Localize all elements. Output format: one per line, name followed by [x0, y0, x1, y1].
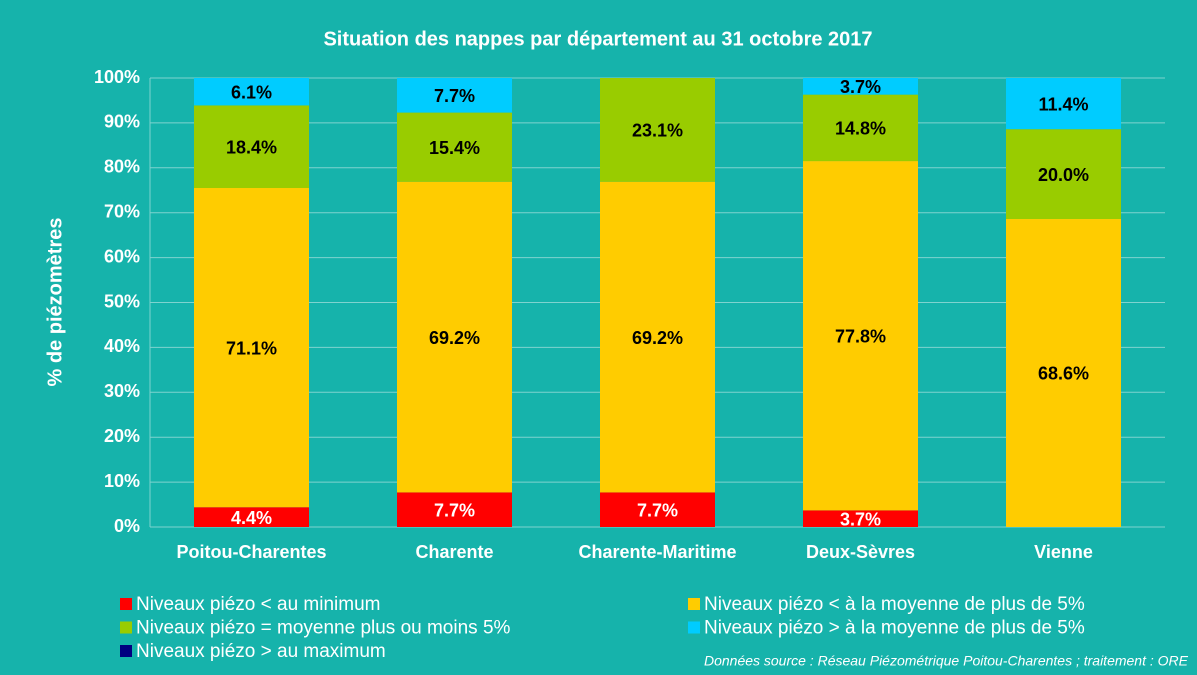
bar-segment	[194, 105, 309, 189]
y-tick-label: 80%	[104, 157, 140, 177]
y-tick-label: 100%	[94, 67, 140, 87]
x-tick-label: Charente-Maritime	[578, 542, 736, 562]
x-tick-label: Poitou-Charentes	[176, 542, 326, 562]
legend-swatch	[120, 598, 132, 610]
data-label: 3.7%	[840, 77, 881, 97]
bar-segment	[803, 161, 918, 511]
data-label: 18.4%	[226, 137, 277, 157]
bar-segment	[397, 181, 512, 493]
data-label: 77.8%	[835, 326, 886, 346]
y-tick-label: 20%	[104, 426, 140, 446]
x-tick-label: Deux-Sèvres	[806, 542, 915, 562]
legend-label: Niveaux piézo < au minimum	[136, 594, 380, 615]
legend-swatch	[120, 645, 132, 657]
data-label: 7.7%	[637, 500, 678, 520]
source-note: Données source : Réseau Piézométrique Po…	[704, 653, 1189, 669]
bar-segment	[397, 492, 512, 527]
legend-label: Niveaux piézo < à la moyenne de plus de …	[704, 594, 1085, 615]
bar-segment	[803, 510, 918, 527]
bar-segment	[600, 492, 715, 527]
bar-segment	[397, 78, 512, 113]
y-tick-label: 70%	[104, 201, 140, 221]
x-tick-label: Charente	[415, 542, 493, 562]
data-label: 7.7%	[434, 86, 475, 106]
legend-swatch	[120, 621, 132, 634]
chart-title: Situation des nappes par département au …	[323, 28, 872, 50]
data-label: 68.6%	[1038, 364, 1089, 384]
bar-segment	[803, 78, 918, 95]
x-tick-label: Vienne	[1034, 542, 1093, 562]
bar-segment	[600, 181, 715, 493]
data-label: 3.7%	[840, 509, 881, 529]
data-label: 23.1%	[632, 121, 683, 141]
legend-label: Niveaux piézo > à la moyenne de plus de …	[704, 618, 1085, 639]
bar-segment	[194, 507, 309, 527]
legend-swatch	[688, 598, 700, 610]
bar-segment	[600, 78, 715, 182]
data-label: 71.1%	[226, 338, 277, 358]
legend-label: Niveaux piézo > au maximum	[136, 641, 386, 662]
data-label: 14.8%	[835, 119, 886, 139]
y-tick-label: 0%	[114, 516, 140, 536]
y-tick-label: 90%	[104, 112, 140, 132]
data-label: 6.1%	[231, 82, 272, 102]
data-label: 7.7%	[434, 500, 475, 520]
bar-segment	[1006, 129, 1121, 219]
y-tick-label: 40%	[104, 336, 140, 356]
bar-segment	[194, 188, 309, 508]
bar-segment	[1006, 78, 1121, 130]
y-tick-label: 30%	[104, 381, 140, 401]
y-tick-label: 50%	[104, 291, 140, 311]
y-axis-label: % de piézomètres	[44, 218, 66, 387]
legend-label: Niveaux piézo = moyenne plus ou moins 5%	[136, 618, 511, 639]
bar-segment	[194, 78, 309, 106]
bar-segment	[397, 112, 512, 182]
data-label: 4.4%	[231, 508, 272, 528]
y-tick-label: 60%	[104, 246, 140, 266]
data-label: 20.0%	[1038, 165, 1089, 185]
data-label: 15.4%	[429, 138, 480, 158]
bar-segment	[1006, 218, 1121, 527]
data-label: 69.2%	[429, 328, 480, 348]
data-label: 69.2%	[632, 328, 683, 348]
y-tick-label: 10%	[104, 471, 140, 491]
legend-swatch	[688, 621, 700, 634]
data-label: 11.4%	[1038, 94, 1088, 114]
bar-segment	[803, 94, 918, 162]
